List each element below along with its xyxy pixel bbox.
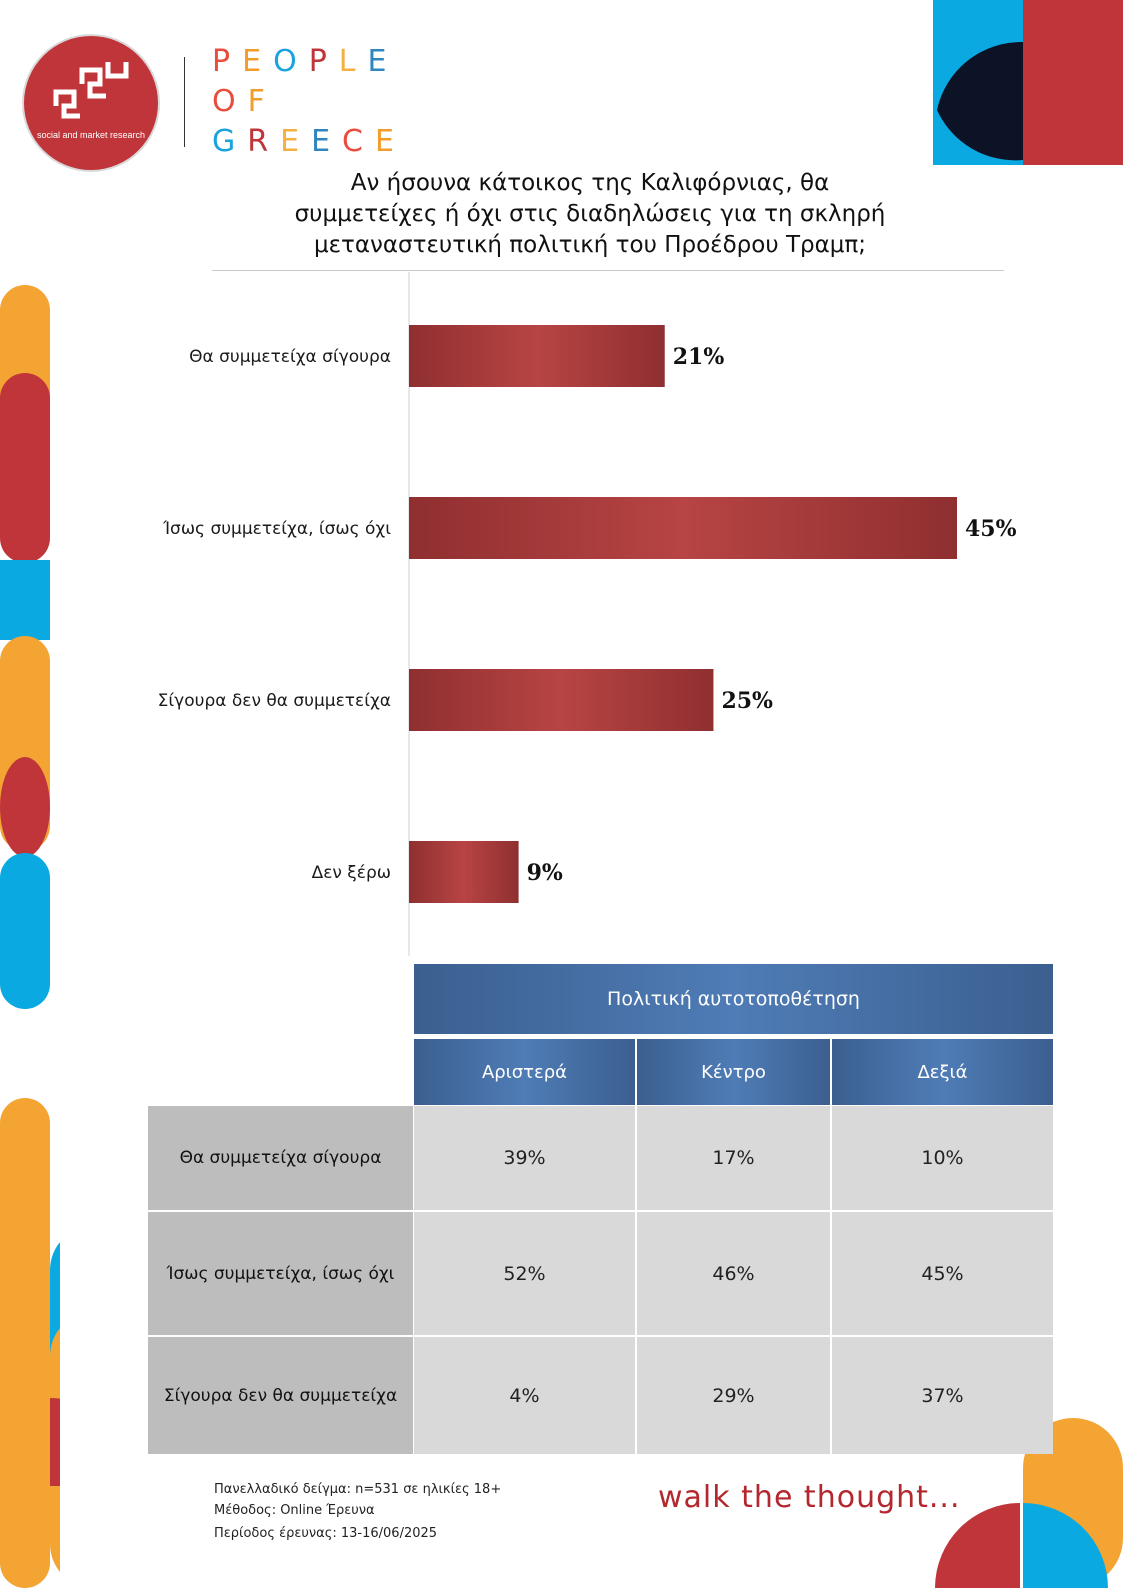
bar-value-label: 45% <box>965 516 1017 542</box>
wordmark-letter: E <box>375 124 406 159</box>
bar <box>409 325 665 387</box>
bar-value-label: 25% <box>721 688 773 714</box>
table-cell: 4% <box>414 1337 635 1454</box>
chart-title-line: Αν ήσουνα κάτοικος της Καλιφόρνιας, θα <box>350 170 830 196</box>
bar-value-label: 9% <box>527 860 563 886</box>
table-cell: 45% <box>832 1212 1053 1335</box>
wordmark-letter: C <box>342 124 375 159</box>
bar-category-label: Θα συμμετείχα σίγουρα <box>189 347 391 367</box>
chart-title-line: συμμετείχες ή όχι στις διαδηλώσεις για τ… <box>294 201 886 227</box>
bar-category-label: Δεν ξέρω <box>312 863 391 883</box>
wordmark-letter: L <box>338 44 368 79</box>
title-rule <box>212 270 1004 271</box>
footer-method: Μέθοδος: Online Έρευνα <box>214 1503 375 1518</box>
wordmark-letter: R <box>247 124 281 159</box>
table-cell: 52% <box>414 1212 635 1335</box>
table-row-label: Σίγουρα δεν θα συμμετείχα <box>148 1337 413 1454</box>
wordmark-line: GREECE <box>212 122 412 162</box>
table-cell: 39% <box>414 1106 635 1210</box>
footer-sample: Πανελλαδικό δείγμα: n=531 σε ηλικίες 18+ <box>214 1482 502 1497</box>
table-col-header-center: Κέντρο <box>637 1039 830 1105</box>
header-divider <box>184 57 185 147</box>
wordmark-letter: E <box>242 44 274 79</box>
table-cell: 17% <box>637 1106 830 1210</box>
ged-logo-mark-icon <box>53 62 129 119</box>
table-col-header-left: Αριστερά <box>414 1039 635 1105</box>
wordmark-letter: E <box>367 44 399 79</box>
logo-tagline: social and market research <box>36 130 146 140</box>
table-col-header-right: Δεξιά <box>832 1039 1053 1105</box>
table-row-label: Ίσως συμμετείχα, ίσως όχι <box>148 1212 413 1335</box>
decorative-top-right <box>933 0 1123 165</box>
wordmark-letter: O <box>273 44 309 79</box>
bar-chart: Θα συμμετείχα σίγουρα 21% Ίσως συμμετείχα,… <box>158 272 1017 956</box>
bar-category-label: Ίσως συμμετείχα, ίσως όχι <box>162 519 391 539</box>
decorative-left-strip <box>0 285 60 1588</box>
wordmark-letter: O <box>212 84 248 119</box>
wordmark-letter: F <box>247 84 277 119</box>
ged-logo: social and market research <box>24 36 158 170</box>
chart-title: Αν ήσουνα κάτοικος της Καλιφόρνιας, θα σ… <box>260 168 920 261</box>
wordmark-letter: E <box>311 124 343 159</box>
wordmark-line: PEOPLE <box>212 42 412 82</box>
footer-period: Περίοδος έρευνας: 13-16/06/2025 <box>214 1526 438 1541</box>
table-cell: 29% <box>637 1337 830 1454</box>
wordmark-letter: P <box>308 44 339 79</box>
bar <box>409 841 519 903</box>
bar <box>409 497 957 559</box>
bar <box>409 669 714 731</box>
wordmark-line: OF <box>212 82 412 122</box>
bar-category-label: Σίγουρα δεν θα συμμετείχα <box>158 691 391 711</box>
chart-title-line: μεταναστευτική πολιτική του Προέδρου Τρα… <box>313 232 867 258</box>
wordmark-letter: G <box>212 124 248 159</box>
bar-value-label: 21% <box>673 344 725 370</box>
people-of-greece-wordmark: PEOPLE OF GREECE <box>212 42 412 162</box>
slogan: walk the thought... <box>658 1480 961 1515</box>
table-cell: 10% <box>832 1106 1053 1210</box>
table-cell: 46% <box>637 1212 830 1335</box>
table-cell: 37% <box>832 1337 1053 1454</box>
table-group-header: Πολιτική αυτοτοποθέτηση <box>414 964 1053 1034</box>
wordmark-letter: E <box>280 124 312 159</box>
decorative-bottom-right <box>935 1418 1123 1588</box>
wordmark-letter: P <box>212 44 243 79</box>
table-row-label: Θα συμμετείχα σίγουρα <box>148 1106 413 1210</box>
